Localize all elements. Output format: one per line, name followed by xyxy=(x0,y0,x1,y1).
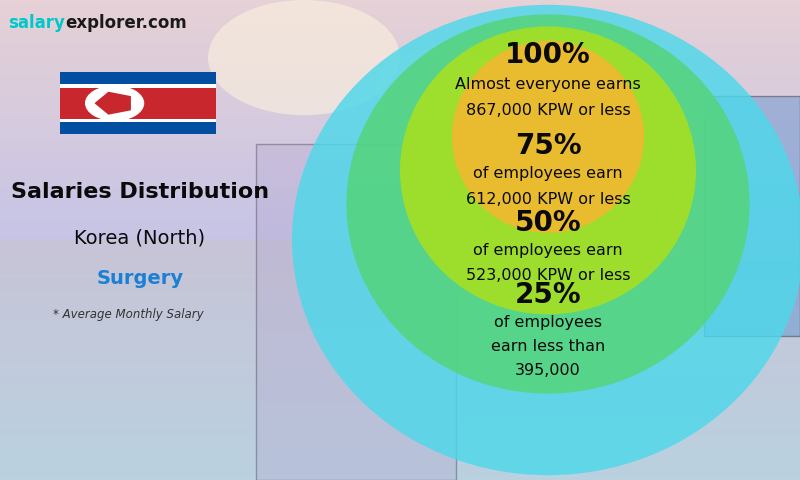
Text: 395,000: 395,000 xyxy=(515,363,581,378)
Text: 25%: 25% xyxy=(514,281,582,309)
Text: 523,000 KPW or less: 523,000 KPW or less xyxy=(466,268,630,284)
FancyBboxPatch shape xyxy=(256,144,456,480)
Text: 75%: 75% xyxy=(514,132,582,160)
Text: 612,000 KPW or less: 612,000 KPW or less xyxy=(466,192,630,207)
Ellipse shape xyxy=(400,26,696,314)
Text: earn less than: earn less than xyxy=(491,339,605,354)
Text: 50%: 50% xyxy=(514,209,582,237)
Text: of employees: of employees xyxy=(494,315,602,330)
Text: of employees earn: of employees earn xyxy=(473,243,623,258)
FancyBboxPatch shape xyxy=(60,119,216,122)
Text: Korea (North): Korea (North) xyxy=(74,228,206,247)
Text: 867,000 KPW or less: 867,000 KPW or less xyxy=(466,103,630,118)
FancyBboxPatch shape xyxy=(60,72,216,84)
FancyBboxPatch shape xyxy=(60,122,216,134)
Text: salary: salary xyxy=(8,14,65,33)
Text: explorer.com: explorer.com xyxy=(66,14,187,33)
FancyBboxPatch shape xyxy=(60,84,216,88)
Circle shape xyxy=(208,0,400,115)
Text: of employees earn: of employees earn xyxy=(473,166,623,181)
FancyBboxPatch shape xyxy=(60,72,216,134)
Circle shape xyxy=(376,48,504,125)
Text: Salaries Distribution: Salaries Distribution xyxy=(11,182,269,202)
Circle shape xyxy=(85,85,144,121)
Text: Almost everyone earns: Almost everyone earns xyxy=(455,76,641,92)
Ellipse shape xyxy=(292,5,800,475)
Ellipse shape xyxy=(346,14,750,394)
Text: Surgery: Surgery xyxy=(97,269,183,288)
FancyBboxPatch shape xyxy=(704,96,800,336)
Text: * Average Monthly Salary: * Average Monthly Salary xyxy=(53,308,203,321)
Text: 100%: 100% xyxy=(505,41,591,69)
Ellipse shape xyxy=(452,41,644,233)
